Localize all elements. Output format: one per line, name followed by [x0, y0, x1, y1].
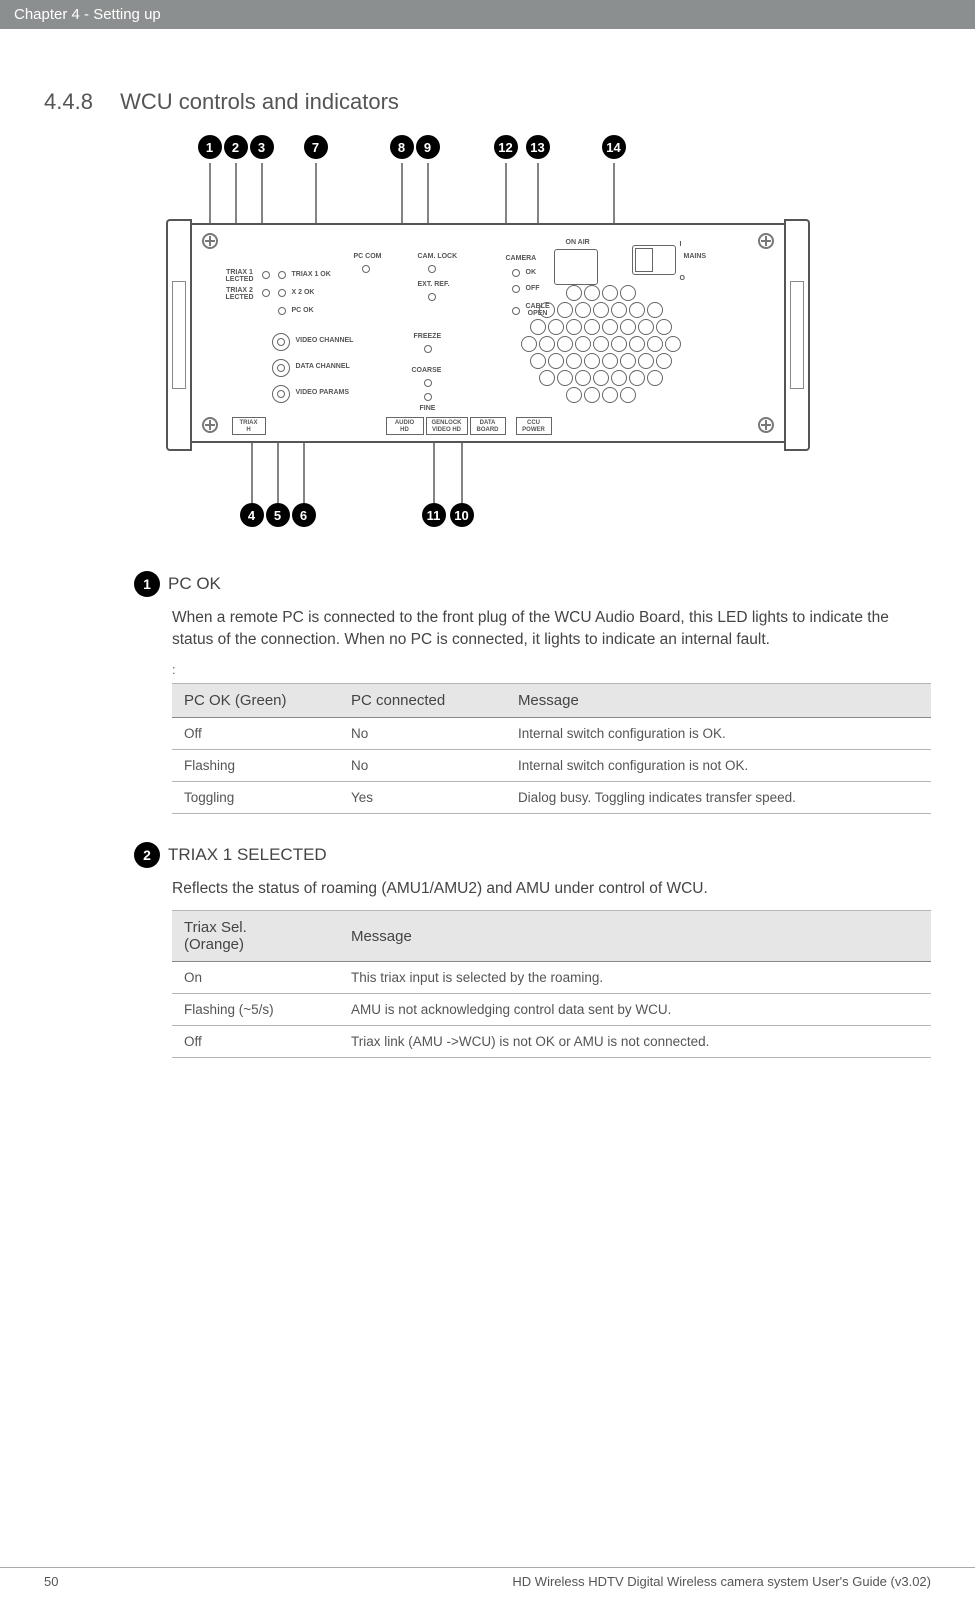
label-ext-ref: EXT. REF. — [418, 281, 450, 288]
callout-13: 13 — [526, 135, 550, 159]
item-2: 2 TRIAX 1 SELECTED Reflects the status o… — [134, 842, 931, 1058]
t1-h2: PC connected — [339, 683, 506, 717]
label-pc-com: PC COM — [354, 253, 382, 260]
label-triax1-sel: TRIAX 1 LECTED — [226, 269, 254, 283]
label-triax2-sel: TRIAX 2 LECTED — [226, 287, 254, 301]
item-1: 1 PC OK When a remote PC is connected to… — [134, 571, 931, 652]
led-triax2-ok — [278, 289, 286, 297]
label-on-air: ON AIR — [566, 239, 590, 246]
label-video-ch: VIDEO CHANNEL — [296, 337, 354, 344]
slot-genlock: GENLOCK VIDEO HD — [426, 417, 468, 435]
leader-lines-bottom — [128, 443, 848, 503]
speaker-grille — [506, 285, 696, 425]
callout-9: 9 — [416, 135, 440, 159]
section-heading: 4.4.8 WCU controls and indicators — [44, 89, 931, 115]
knob-video-channel[interactable] — [272, 333, 290, 351]
section-title-text: WCU controls and indicators — [120, 89, 399, 114]
table-row: Toggling Yes Dialog busy. Toggling indic… — [172, 781, 931, 813]
leader-lines-top — [128, 163, 848, 223]
knob-data-channel[interactable] — [272, 359, 290, 377]
led-freeze — [424, 345, 432, 353]
callout-1: 1 — [198, 135, 222, 159]
callout-2: 2 — [224, 135, 248, 159]
label-pc-ok: PC OK — [292, 307, 314, 314]
t1-h3: Message — [506, 683, 931, 717]
item-2-desc: Reflects the status of roaming (AMU1/AMU… — [172, 878, 931, 900]
switch-mains[interactable] — [632, 245, 676, 275]
table-row: Flashing No Internal switch configuratio… — [172, 749, 931, 781]
led-cam-lock — [428, 265, 436, 273]
colon-mark: : — [172, 662, 931, 677]
callout-7: 7 — [304, 135, 328, 159]
label-camera: CAMERA — [506, 255, 537, 262]
table-triax-sel: Triax Sel.(Orange) Message On This triax… — [172, 910, 931, 1058]
label-data-ch: DATA CHANNEL — [296, 363, 350, 370]
button-on-air[interactable] — [554, 249, 598, 285]
label-mains-i: I — [680, 241, 682, 248]
t1-h1: PC OK (Green) — [172, 683, 339, 717]
label-video-params: VIDEO PARAMS — [296, 389, 350, 396]
callout-8: 8 — [390, 135, 414, 159]
label-mains-o: O — [680, 275, 685, 282]
table-pc-ok: PC OK (Green) PC connected Message Off N… — [172, 683, 931, 814]
led-coarse — [424, 379, 432, 387]
t2-h1: Triax Sel.(Orange) — [172, 911, 339, 962]
table-row: On This triax input is selected by the r… — [172, 962, 931, 994]
slot-audio: AUDIO HD — [386, 417, 424, 435]
label-triax2-ok: X 2 OK — [292, 289, 315, 296]
screw-icon — [202, 233, 218, 249]
led-camera-ok — [512, 269, 520, 277]
section-number: 4.4.8 — [44, 89, 114, 115]
callout-4: 4 — [240, 503, 264, 527]
slot-ccu: CCU POWER — [516, 417, 552, 435]
table-row: Off Triax link (AMU ->WCU) is not OK or … — [172, 1026, 931, 1058]
table-row: Off No Internal switch configuration is … — [172, 717, 931, 749]
screw-icon — [758, 233, 774, 249]
item-1-heading: 1 PC OK — [134, 571, 931, 597]
led-pc-com — [362, 265, 370, 273]
label-coarse: COARSE — [412, 367, 442, 374]
label-fine: FINE — [420, 405, 436, 412]
label-cam-lock: CAM. LOCK — [418, 253, 458, 260]
led-pc-ok — [278, 307, 286, 315]
label-mains: MAINS — [684, 253, 707, 260]
rack-ear-left — [166, 219, 192, 451]
t2-h2: Message — [339, 911, 931, 962]
chapter-bar: Chapter 4 - Setting up — [0, 0, 975, 29]
item-2-title: TRIAX 1 SELECTED — [168, 845, 327, 865]
led-ext-ref — [428, 293, 436, 301]
page-footer: 50 HD Wireless HDTV Digital Wireless cam… — [0, 1567, 975, 1589]
chapter-title: Chapter 4 - Setting up — [14, 6, 161, 23]
screw-icon — [202, 417, 218, 433]
item-1-desc: When a remote PC is connected to the fro… — [172, 607, 931, 652]
callout-14: 14 — [602, 135, 626, 159]
callout-12: 12 — [494, 135, 518, 159]
slot-triax: TRIAX H — [232, 417, 266, 435]
callout-6: 6 — [292, 503, 316, 527]
screw-icon — [758, 417, 774, 433]
label-triax1-ok: TRIAX 1 OK — [292, 271, 331, 278]
led-triax1-ok — [278, 271, 286, 279]
item-1-badge: 1 — [134, 571, 160, 597]
label-ok: OK — [526, 269, 537, 276]
callout-3: 3 — [250, 135, 274, 159]
slot-data: DATA BOARD — [470, 417, 506, 435]
led-fine — [424, 393, 432, 401]
led-triax2-sel — [262, 289, 270, 297]
table-row: Flashing (~5/s) AMU is not acknowledging… — [172, 994, 931, 1026]
rack-ear-right — [784, 219, 810, 451]
item-2-badge: 2 — [134, 842, 160, 868]
callout-5: 5 — [266, 503, 290, 527]
device-diagram: 1 2 3 7 8 9 12 13 14 — [44, 135, 931, 531]
doc-title: HD Wireless HDTV Digital Wireless camera… — [512, 1574, 931, 1589]
item-2-heading: 2 TRIAX 1 SELECTED — [134, 842, 931, 868]
label-freeze: FREEZE — [414, 333, 442, 340]
page-number: 50 — [44, 1574, 58, 1589]
device-front-panel: TRIAX 1 LECTED TRIAX 1 OK TRIAX 2 LECTED… — [178, 223, 798, 443]
item-1-title: PC OK — [168, 574, 221, 594]
callout-11: 11 — [422, 503, 446, 527]
callout-10: 10 — [450, 503, 474, 527]
led-triax1-sel — [262, 271, 270, 279]
knob-video-params[interactable] — [272, 385, 290, 403]
